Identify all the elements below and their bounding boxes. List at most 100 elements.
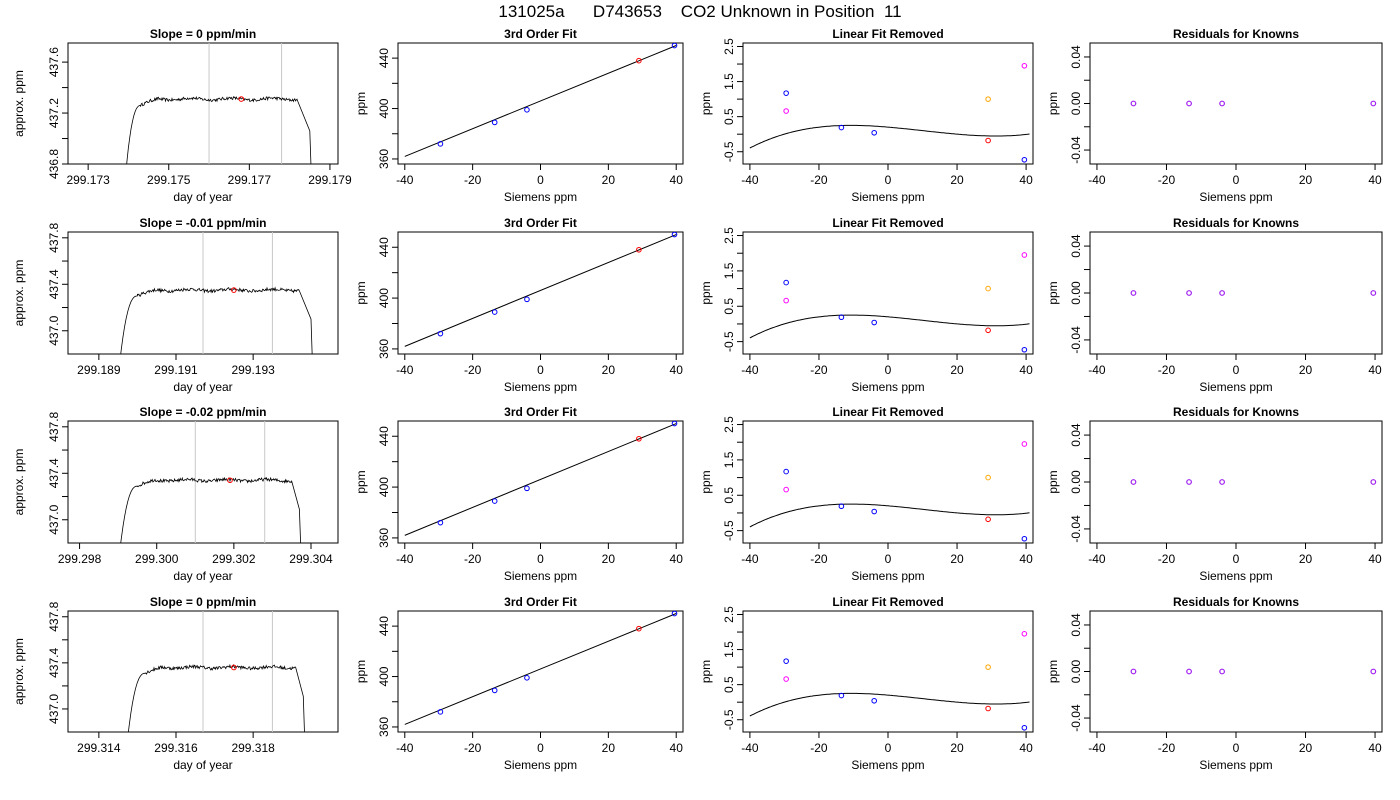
magenta-point (1021, 252, 1028, 258)
known-point (783, 90, 789, 96)
plot-frame (742, 231, 1034, 355)
unknown-point (985, 327, 991, 334)
panel-r4-c2: 3rd Order Fit -40 -20 0 20 40 360 400 440 Siemens… (354, 595, 684, 772)
x-tick-label: 40 (1019, 552, 1033, 566)
y-axis-label: ppm (354, 92, 368, 115)
known-point (1021, 535, 1028, 542)
y-tick-label: 1.5 (722, 73, 736, 90)
plot-area (749, 252, 1030, 353)
magenta-point (1021, 630, 1028, 637)
magenta-point (1021, 441, 1028, 447)
y-axis-label: ppm (1046, 92, 1060, 115)
known-point (783, 279, 789, 286)
residual-point (1186, 668, 1192, 675)
plot-area (1130, 290, 1377, 296)
y-tick-label: 0.5 (722, 487, 736, 504)
y-tick-label: 360 (377, 717, 391, 737)
plot-area (120, 421, 301, 543)
magenta-point (783, 676, 789, 682)
y-tick-label: 2.5 (722, 606, 736, 623)
x-tick-label: 299.179 (308, 173, 352, 187)
known-point (783, 658, 789, 664)
x-tick-label: 299.316 (154, 741, 198, 755)
known-point (871, 508, 877, 515)
x-tick-label: -20 (464, 363, 482, 377)
x-tick-label: -40 (1088, 552, 1106, 566)
x-axis-label: Siemens ppm (851, 758, 924, 772)
x-tick-label: 40 (1368, 741, 1382, 755)
residual-point (1370, 479, 1377, 485)
x-axis-label: Siemens ppm (504, 569, 577, 583)
x-tick-label: 40 (670, 552, 684, 566)
plot-area (1130, 100, 1377, 107)
x-axis-label: Siemens ppm (1199, 380, 1272, 394)
known-point (838, 124, 845, 131)
panel-title: Linear Fit Removed (832, 216, 943, 230)
residual-point (1219, 290, 1225, 296)
plot-frame (67, 420, 339, 544)
x-tick-label: -40 (396, 173, 414, 187)
x-tick-label: 20 (602, 552, 616, 566)
x-axis-label: Siemens ppm (504, 380, 577, 394)
residual-point (1186, 479, 1192, 485)
panel-title: Slope = -0.01 ppm/min (139, 216, 266, 230)
y-tick-label: 0.00 (1069, 659, 1083, 683)
y-tick-label: 440 (377, 237, 391, 257)
x-tick-label: 0 (1233, 363, 1240, 377)
x-tick-label: 299.318 (231, 741, 275, 755)
panel-title: 3rd Order Fit (504, 405, 577, 419)
plot-frame (742, 420, 1034, 544)
panel-r1-c2: 3rd Order Fit -40 -20 0 20 40 360 400 440 Siemens… (354, 27, 684, 204)
x-tick-label: -20 (1158, 552, 1176, 566)
x-tick-label: 40 (670, 363, 684, 377)
panel-title: Slope = -0.02 ppm/min (139, 405, 266, 419)
x-tick-label: 0 (1233, 173, 1240, 187)
x-tick-label: 299.314 (77, 741, 121, 755)
y-tick-label: 1.5 (722, 641, 736, 658)
x-tick-label: 40 (1368, 173, 1382, 187)
y-tick-label: 437.4 (47, 269, 61, 299)
x-tick-label: -40 (1088, 363, 1106, 377)
plot-frame (1089, 42, 1383, 165)
unknown-point (636, 57, 642, 64)
y-tick-label: -0.04 (1069, 515, 1083, 543)
y-tick-label: 0.04 (1069, 423, 1083, 447)
y-tick-label: 440 (377, 426, 391, 446)
y-tick-label: 0.04 (1069, 45, 1083, 69)
orange-point (985, 664, 991, 670)
concentration-trace (120, 286, 313, 354)
x-tick-label: -40 (741, 552, 759, 566)
panel-r1-c1: Slope = 0 ppm/min 299.173 299.175 299.177 29… (12, 27, 352, 204)
x-tick-label: 299.304 (289, 552, 333, 566)
concentration-trace (126, 95, 312, 164)
x-tick-label: -20 (464, 741, 482, 755)
panel-title: Slope = 0 ppm/min (150, 27, 256, 41)
known-point (437, 141, 444, 147)
y-tick-label: 437.2 (47, 98, 61, 128)
residual-point (1130, 290, 1137, 296)
known-point (491, 309, 498, 315)
panel-r4-c1: Slope = 0 ppm/min 299.314 299.316 299.318 43… (12, 595, 339, 772)
y-tick-label: 0.04 (1069, 234, 1083, 258)
known-point (671, 611, 678, 617)
x-tick-label: 20 (950, 363, 964, 377)
x-tick-label: 20 (1299, 173, 1313, 187)
y-tick-label: 437.0 (47, 694, 61, 724)
x-tick-label: 40 (1368, 363, 1382, 377)
panel-r2-c2: 3rd Order Fit -40 -20 0 20 40 360 400 440 Siemens… (354, 216, 684, 394)
x-tick-label: 0 (537, 741, 544, 755)
orange-point (985, 474, 991, 481)
x-tick-label: 0 (1233, 552, 1240, 566)
plot-frame (1089, 610, 1383, 733)
y-tick-label: -0.04 (1069, 326, 1083, 354)
x-axis-label: Siemens ppm (851, 569, 924, 583)
plot-frame (742, 42, 1034, 165)
y-axis-label: ppm (1046, 470, 1060, 493)
plot-frame (1089, 420, 1383, 544)
panel-r4-c4: Residuals for Knowns -40 -20 0 20 40 -0.04 0.00… (1046, 595, 1383, 772)
y-tick-label: 400 (377, 98, 391, 118)
y-tick-label: 1.5 (722, 451, 736, 468)
y-tick-label: -0.04 (1069, 136, 1083, 164)
x-tick-label: 20 (602, 173, 616, 187)
